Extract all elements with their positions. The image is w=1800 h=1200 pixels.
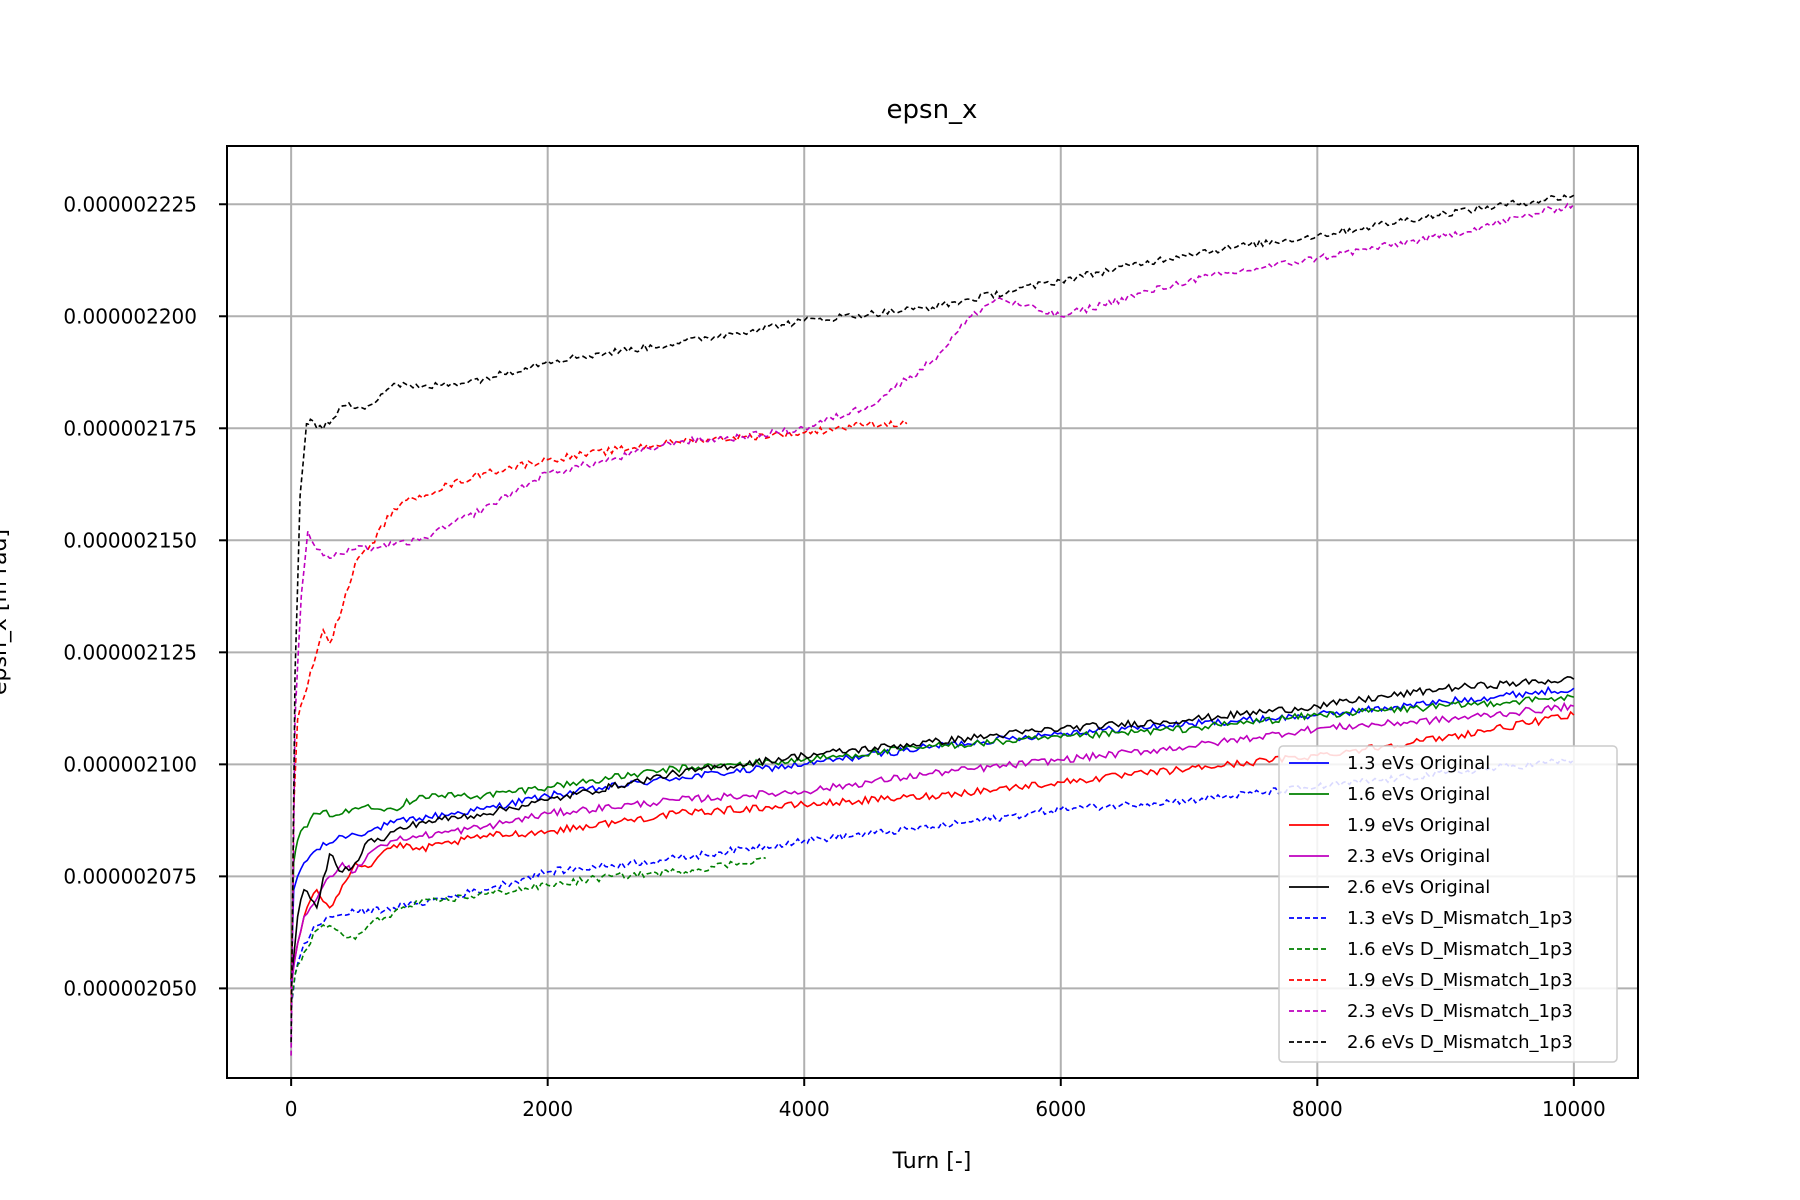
series-line-1 — [290, 694, 1575, 980]
x-tick-label: 0 — [285, 1097, 298, 1121]
legend-label: 1.6 eVs D_Mismatch_1p3 — [1347, 939, 1573, 960]
legend-label: 1.9 eVs Original — [1347, 815, 1490, 836]
series-layer — [290, 194, 1575, 1056]
plot-frame — [226, 145, 1639, 1079]
y-axis-label: epsn_x [m rad] — [0, 529, 12, 695]
legend-label: 1.3 eVs D_Mismatch_1p3 — [1347, 908, 1573, 929]
x-tick-label: 4000 — [779, 1097, 830, 1121]
grid — [227, 146, 1638, 1078]
y-tick-label: 0.000002075 — [63, 864, 197, 888]
y-tick-label: 0.000002200 — [63, 304, 197, 328]
series-line-3 — [290, 701, 1575, 989]
series-line-0 — [290, 685, 1575, 989]
y-tick-label: 0.000002050 — [63, 976, 197, 1000]
series-line-7 — [290, 419, 908, 1011]
y-tick-label: 0.000002100 — [63, 752, 197, 776]
x-tick-label: 8000 — [1292, 1097, 1343, 1121]
y-tick-label: 0.000002175 — [63, 416, 197, 440]
legend-label: 1.9 eVs D_Mismatch_1p3 — [1347, 970, 1573, 991]
series-line-6 — [290, 856, 766, 1007]
legend-label: 2.3 eVs D_Mismatch_1p3 — [1347, 1001, 1573, 1022]
legend-label: 2.3 eVs Original — [1347, 846, 1490, 867]
y-tick-label: 0.000002225 — [63, 192, 197, 216]
legend-label: 1.6 eVs Original — [1347, 784, 1490, 805]
series-line-4 — [290, 675, 1575, 980]
legend-label: 2.6 eVs D_Mismatch_1p3 — [1347, 1032, 1573, 1053]
chart-title: epsn_x — [887, 95, 978, 125]
series-line-5 — [290, 758, 1575, 1007]
legend: 1.3 eVs Original 1.6 eVs Original 1.9 eVs … — [1278, 745, 1618, 1063]
y-axis-ticks: 0.000002050 0.000002075 0.000002100 0.00000… — [63, 192, 227, 1000]
legend-label: 2.6 eVs Original — [1347, 877, 1490, 898]
y-tick-label: 0.000002150 — [63, 528, 197, 552]
x-axis-label: Turn [-] — [892, 1149, 972, 1174]
series-line-9 — [290, 194, 1575, 1043]
series-line-8 — [290, 202, 1575, 1056]
y-tick-label: 0.000002125 — [63, 640, 197, 664]
x-tick-label: 2000 — [522, 1097, 573, 1121]
legend-label: 1.3 eVs Original — [1347, 753, 1490, 774]
x-axis-ticks: 0 2000 4000 6000 8000 10000 — [285, 1078, 1606, 1121]
legend-box — [1278, 745, 1618, 1063]
x-tick-label: 10000 — [1542, 1097, 1606, 1121]
x-tick-label: 6000 — [1035, 1097, 1086, 1121]
